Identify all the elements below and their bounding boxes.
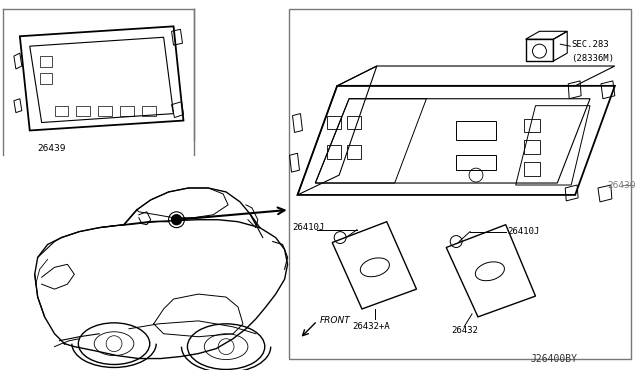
Circle shape	[172, 215, 182, 225]
Text: FRONT: FRONT	[319, 316, 350, 326]
Text: 26432+A: 26432+A	[352, 322, 390, 331]
Text: SEC.283: SEC.283	[571, 40, 609, 49]
Text: J26400BY: J26400BY	[531, 353, 577, 363]
Text: (28336M): (28336M)	[571, 54, 614, 62]
Text: 26439: 26439	[38, 144, 66, 153]
Text: 26410J: 26410J	[508, 227, 540, 236]
Text: 26432: 26432	[451, 326, 478, 335]
Text: 26410J: 26410J	[292, 223, 324, 232]
Bar	[289, 9, 632, 359]
Text: 26430: 26430	[607, 180, 636, 189]
